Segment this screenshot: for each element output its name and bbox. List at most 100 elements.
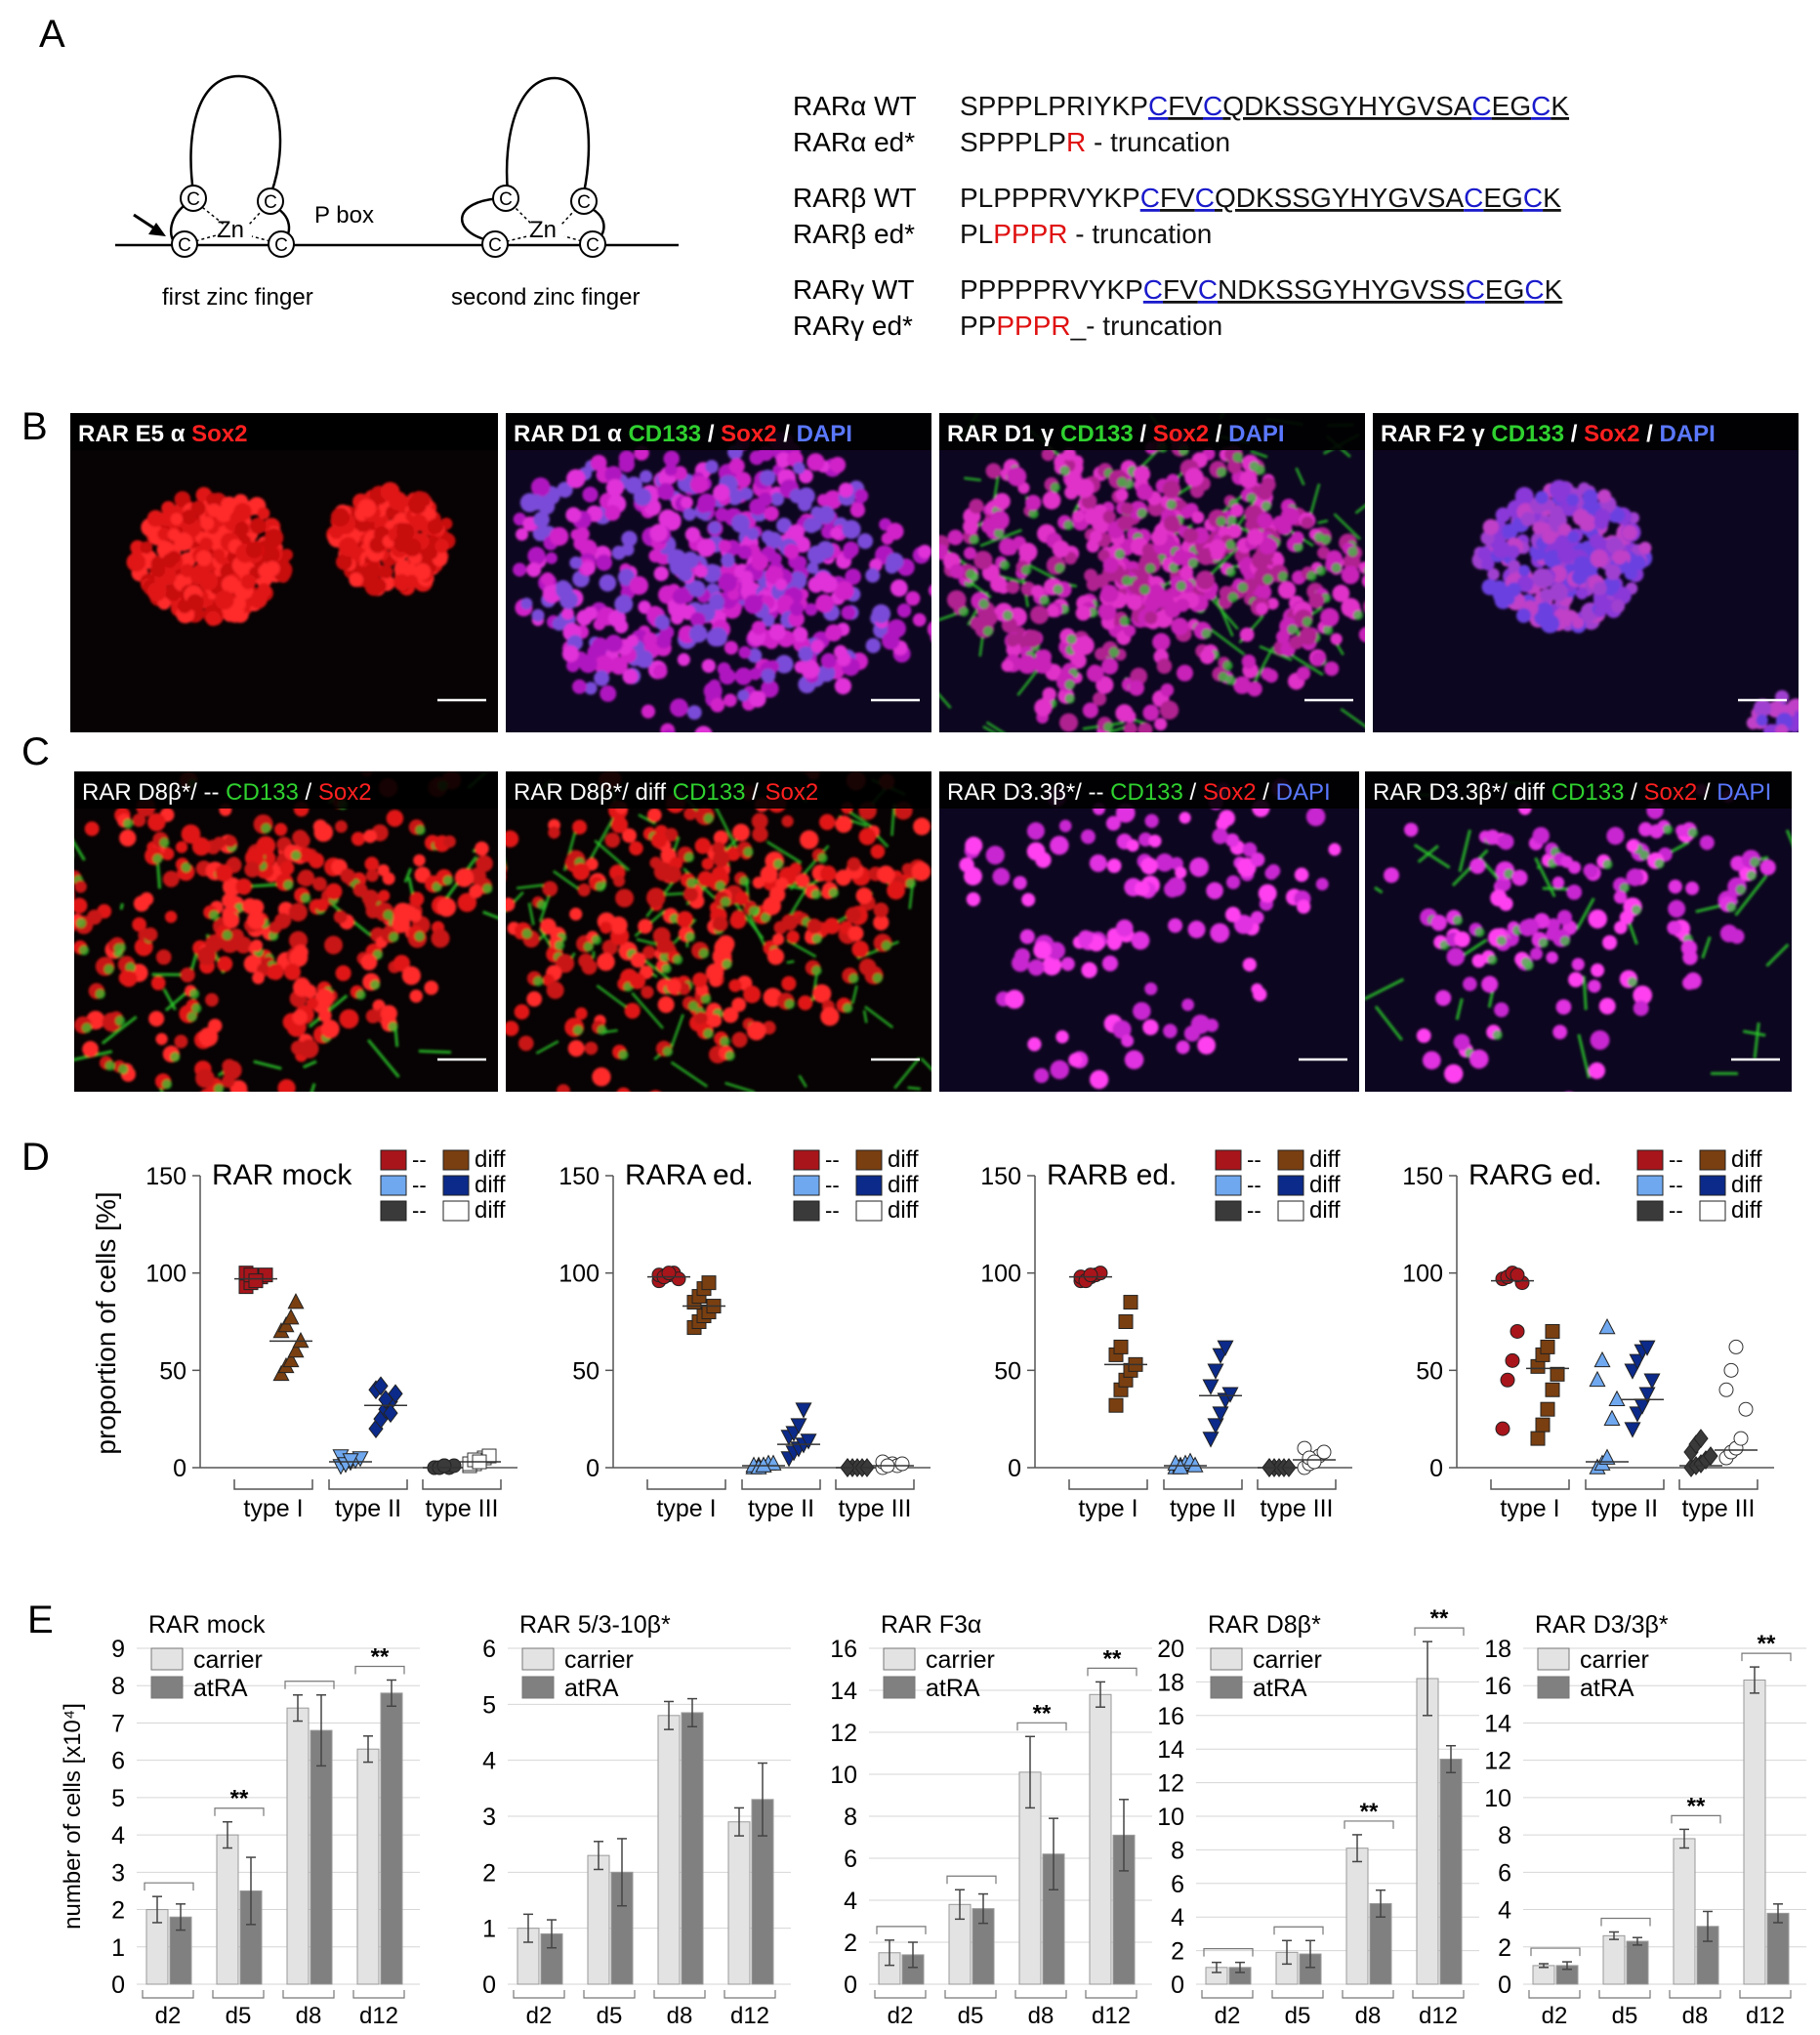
- cell-nucleus: [664, 512, 682, 529]
- neurite: [535, 1040, 559, 1055]
- cell-nucleus: [174, 532, 193, 552]
- cell-nucleus: [653, 565, 669, 582]
- cell-nucleus: [718, 572, 737, 593]
- data-group: [1104, 1295, 1147, 1413]
- sequence-segment: FV: [1160, 183, 1195, 213]
- cell-nucleus: [74, 922, 76, 932]
- neurite: [527, 902, 535, 926]
- cell-nucleus: [197, 946, 217, 966]
- cell-nucleus: [629, 575, 648, 596]
- category-label: d8: [296, 2003, 322, 2029]
- neurite: [939, 692, 952, 709]
- legend-label: --: [1247, 1147, 1262, 1172]
- cd133-signal: [688, 1001, 699, 1012]
- cell-nucleus: [581, 959, 598, 976]
- cell-nucleus: [1301, 516, 1314, 529]
- cd133-signal: [1145, 563, 1156, 574]
- significance-bracket: [1016, 1722, 1067, 1731]
- cell-nucleus: [1756, 714, 1768, 727]
- cell-nucleus: [810, 640, 825, 653]
- data-point: [1207, 1363, 1224, 1380]
- cell-nucleus: [1583, 863, 1598, 878]
- cell-nucleus: [1115, 488, 1129, 502]
- cell-nucleus: [896, 603, 912, 618]
- cell-nucleus: [1100, 584, 1119, 603]
- data-group: [647, 1266, 690, 1289]
- y-tick-label: 14: [830, 1678, 857, 1705]
- bar: [310, 1729, 333, 1985]
- label-segment: Sox2: [318, 779, 372, 806]
- legend-label: carrier: [193, 1646, 263, 1674]
- micrograph-label: RAR D1 α CD133 / Sox2 / DAPI: [514, 421, 852, 447]
- cysteine-circle: [492, 185, 519, 212]
- neurite: [589, 815, 616, 861]
- data-group: [1586, 1318, 1629, 1474]
- bar: [1743, 1679, 1766, 1985]
- cell-nucleus: [963, 519, 979, 535]
- cell-nucleus: [781, 814, 794, 828]
- neurite: [482, 910, 498, 920]
- cell-nucleus: [1384, 867, 1399, 884]
- y-tick-label: 10: [1157, 1804, 1184, 1831]
- cysteine-circle: [268, 230, 295, 258]
- label-segment: DAPI: [1276, 779, 1331, 806]
- cell-nucleus: [175, 841, 188, 853]
- cell-nucleus: [299, 1039, 319, 1059]
- second-zinc-finger-label: second zinc finger: [451, 284, 640, 311]
- cell-nucleus: [1542, 529, 1556, 545]
- data-group: [836, 1458, 879, 1477]
- micrograph-label-bar: [74, 771, 498, 809]
- data-point: [1510, 1323, 1525, 1339]
- data-point: [1603, 1409, 1621, 1426]
- cell-nucleus: [1006, 633, 1019, 647]
- cell-nucleus: [1264, 669, 1278, 684]
- cell-nucleus: [594, 655, 614, 676]
- cell-nucleus: [1144, 813, 1159, 828]
- legend-swatch: [793, 1149, 820, 1171]
- cell-nucleus: [269, 921, 282, 934]
- sequence-segment: EG: [1483, 183, 1522, 213]
- data-point: [1638, 1387, 1656, 1403]
- cell-nucleus: [148, 1011, 165, 1027]
- cell-nucleus: [1591, 963, 1605, 977]
- category-bracket: [1085, 1990, 1138, 1999]
- micrograph-label-bar: [506, 771, 931, 809]
- cell-nucleus: [775, 452, 792, 469]
- category-bracket: [1163, 1479, 1243, 1490]
- significance-label: **: [1103, 1645, 1122, 1672]
- neurite: [1575, 897, 1595, 931]
- neurite: [1534, 856, 1556, 897]
- cell-nucleus: [1517, 564, 1531, 577]
- cell-nucleus: [657, 996, 675, 1014]
- cell-nucleus: [195, 1068, 215, 1089]
- legend-label: carrier: [564, 1646, 634, 1674]
- data-point: [1545, 1323, 1560, 1339]
- cell-nucleus: [1557, 522, 1572, 537]
- cell-nucleus: [256, 836, 276, 856]
- bar: [1532, 1965, 1555, 1985]
- cell-nucleus: [781, 976, 797, 991]
- cell-nucleus: [1021, 893, 1036, 907]
- cd133-signal: [64, 851, 74, 860]
- cell-nucleus: [162, 870, 180, 888]
- cell-nucleus: [252, 972, 265, 984]
- cell-nucleus: [762, 613, 775, 627]
- significance-bracket: [1087, 1667, 1138, 1677]
- cell-nucleus: [1034, 698, 1053, 717]
- cell-nucleus: [635, 649, 654, 669]
- cell-nucleus: [377, 864, 390, 877]
- sequence-segment: FV: [1163, 274, 1198, 305]
- sequence-segment: C: [1523, 183, 1543, 213]
- y-tick-label: 6: [1498, 1859, 1511, 1887]
- cell-nucleus: [1471, 954, 1486, 969]
- data-group: [742, 1454, 785, 1474]
- category-label: d8: [1355, 2003, 1382, 2029]
- cell-nucleus: [1588, 979, 1601, 993]
- cd133-signal: [1315, 565, 1326, 576]
- cell-nucleus: [789, 602, 805, 616]
- cd133-signal: [1746, 870, 1757, 881]
- cell-nucleus: [913, 817, 931, 836]
- cell-nucleus: [333, 910, 348, 924]
